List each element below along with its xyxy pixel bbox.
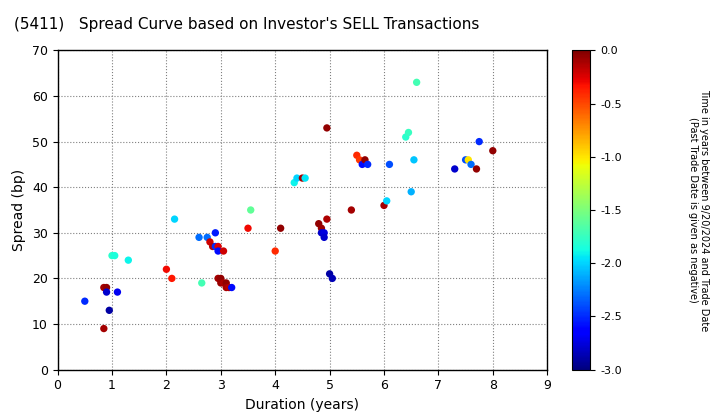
Point: [291, 175, 302, 181]
Point: [318, 229, 330, 236]
Point: [226, 284, 238, 291]
Point: [245, 207, 256, 213]
Point: [210, 243, 221, 250]
Point: [449, 165, 461, 172]
Point: [315, 225, 327, 231]
Point: [223, 284, 235, 291]
Point: [196, 280, 207, 286]
Point: [354, 157, 365, 163]
Point: [313, 220, 325, 227]
Point: [487, 147, 498, 154]
Point: [321, 216, 333, 223]
Point: [324, 270, 336, 277]
Point: [300, 175, 311, 181]
Point: [168, 216, 180, 223]
Text: Time in years between 9/20/2024 and Trade Date
(Past Trade Date is given as nega: Time in years between 9/20/2024 and Trad…: [688, 89, 709, 331]
Point: [98, 325, 109, 332]
Point: [318, 234, 330, 241]
Point: [212, 243, 224, 250]
Point: [465, 161, 477, 168]
Point: [210, 229, 221, 236]
Point: [405, 189, 417, 195]
Point: [104, 307, 115, 314]
Point: [212, 275, 224, 282]
Point: [362, 161, 374, 168]
Point: [402, 129, 414, 136]
Y-axis label: Spread (bp): Spread (bp): [12, 169, 27, 251]
Point: [297, 175, 308, 181]
Text: (5411)   Spread Curve based on Investor's SELL Transactions: (5411) Spread Curve based on Investor's …: [14, 17, 480, 32]
Point: [217, 248, 229, 255]
Point: [411, 79, 423, 86]
Point: [207, 243, 218, 250]
Point: [462, 157, 474, 163]
Point: [471, 165, 482, 172]
Point: [289, 179, 300, 186]
Point: [204, 239, 216, 245]
Point: [408, 157, 420, 163]
Point: [381, 197, 392, 204]
Point: [400, 134, 412, 140]
Point: [161, 266, 172, 273]
X-axis label: Duration (years): Duration (years): [246, 398, 359, 412]
Point: [356, 161, 368, 168]
Point: [346, 207, 357, 213]
Point: [107, 252, 118, 259]
Point: [215, 275, 227, 282]
Point: [327, 275, 338, 282]
Point: [474, 138, 485, 145]
Point: [202, 234, 213, 241]
Point: [122, 257, 134, 263]
Point: [351, 152, 363, 159]
Point: [101, 289, 112, 295]
Point: [269, 248, 281, 255]
Point: [79, 298, 91, 304]
Point: [101, 284, 112, 291]
Point: [275, 225, 287, 231]
Point: [215, 280, 227, 286]
Point: [359, 157, 371, 163]
Point: [321, 125, 333, 131]
Point: [212, 248, 224, 255]
Point: [242, 225, 253, 231]
Point: [378, 202, 390, 209]
Point: [112, 289, 123, 295]
Point: [220, 280, 232, 286]
Point: [166, 275, 178, 282]
Point: [98, 284, 109, 291]
Point: [109, 252, 120, 259]
Point: [384, 161, 395, 168]
Point: [217, 280, 229, 286]
Point: [193, 234, 204, 241]
Point: [315, 229, 327, 236]
Point: [220, 284, 232, 291]
Point: [460, 157, 472, 163]
